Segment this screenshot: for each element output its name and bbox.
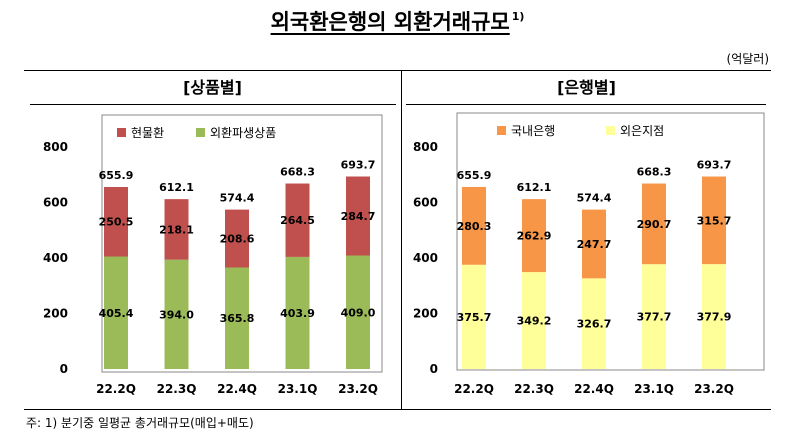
chart2-bar-segment	[582, 278, 606, 369]
chart1-segment-value-label: 264.5	[280, 214, 315, 227]
chart2-y-tick-label: 600	[413, 196, 438, 210]
panel-title-bank: [은행별]	[557, 78, 616, 97]
chart1-bar-segment	[346, 255, 370, 369]
chart2-segment-value-label: 326.7	[577, 318, 612, 331]
chart2-total-value-label: 693.7	[697, 159, 732, 172]
chart2-y-tick-label: 400	[413, 251, 438, 265]
footnote: 주: 1) 분기중 일평균 총거래규모(매입+매도)	[26, 416, 254, 430]
chart1-x-tick-label: 22.4Q	[217, 382, 257, 396]
chart1-bar-segment	[225, 209, 249, 268]
chart1-bar-segment	[285, 183, 310, 257]
chart2-segment-value-label: 377.7	[637, 311, 672, 324]
chart2-bar-segment	[522, 272, 546, 369]
chart2-bar-segment	[642, 183, 666, 265]
chart2-bar-segment	[702, 176, 726, 265]
chart2-segment-value-label: 280.3	[457, 220, 492, 233]
right-header-line	[406, 104, 766, 105]
chart2-segment-value-label: 315.7	[697, 214, 732, 227]
chart1-bar-segment	[225, 267, 249, 369]
chart2-bar-segment	[642, 264, 666, 369]
chart2-legend-swatch	[606, 126, 615, 135]
chart1-y-tick-label: 0	[60, 362, 68, 376]
chart1-bar-segment	[104, 186, 128, 257]
chart1-total-value-label: 668.3	[280, 166, 315, 179]
panels-frame	[24, 70, 771, 410]
chart2-segment-value-label: 247.7	[577, 238, 612, 251]
chart2-segment-value-label: 262.9	[517, 230, 552, 243]
chart2-bar-segment	[462, 186, 486, 265]
chart2-bar-segment	[702, 264, 726, 369]
chart1-bar-segment	[104, 256, 128, 369]
chart2-y-tick-label: 0	[430, 362, 438, 376]
chart2-x-tick-label: 23.2Q	[694, 382, 734, 396]
chart1-x-tick-label: 22.3Q	[157, 382, 197, 396]
chart1-segment-value-label: 394.0	[159, 308, 194, 321]
chart2-y-tick-label: 800	[413, 140, 438, 154]
chart2-x-tick-label: 23.1Q	[634, 382, 674, 396]
chart2-segment-value-label: 377.9	[697, 311, 732, 324]
chart2-x-tick-label: 22.2Q	[454, 382, 494, 396]
chart1-total-value-label: 693.7	[341, 158, 376, 171]
chart2-segment-value-label: 290.7	[637, 218, 672, 231]
chart2-segment-value-label: 375.7	[457, 311, 492, 324]
chart1-segment-value-label: 284.7	[341, 210, 376, 223]
chart2-legend-swatch	[497, 126, 506, 135]
chart1-segment-value-label: 409.0	[341, 306, 376, 319]
chart1-segment-value-label: 250.5	[99, 216, 134, 229]
chart1-y-tick-label: 400	[43, 251, 68, 265]
chart1-segment-value-label: 208.6	[220, 233, 255, 246]
chart2-total-value-label: 655.9	[457, 169, 492, 182]
chart1-x-tick-label: 22.2Q	[96, 382, 136, 396]
chart2-y-tick-label: 200	[413, 307, 438, 321]
chart1-bar-segment	[346, 176, 370, 256]
chart2-bar-segment	[582, 209, 606, 279]
chart1-bar-segment	[285, 256, 310, 369]
unit-label: (억달러)	[726, 52, 769, 66]
chart1-legend-label: 외환파생상품	[210, 126, 276, 140]
chart1-bar-segment	[164, 199, 189, 260]
chart2-legend-label: 국내은행	[511, 123, 555, 138]
chart1-y-tick-label: 600	[43, 196, 68, 210]
chart1-y-tick-label: 200	[43, 307, 68, 321]
chart2-segment-value-label: 349.2	[517, 315, 552, 328]
chart1-x-tick-label: 23.1Q	[278, 382, 318, 396]
chart1-y-tick-label: 800	[43, 140, 68, 154]
chart2-total-value-label: 668.3	[637, 166, 672, 179]
chart1-segment-value-label: 365.8	[220, 312, 255, 325]
chart2-bar-segment	[462, 264, 486, 369]
chart1-segment-value-label: 405.4	[99, 307, 134, 320]
panel-divider	[401, 70, 402, 410]
chart2-legend-label: 외은지점	[620, 124, 664, 138]
chart1-total-value-label: 612.1	[159, 181, 194, 194]
chart2-total-value-label: 612.1	[517, 181, 552, 194]
left-header-line	[30, 104, 396, 105]
chart1-segment-value-label: 218.1	[159, 223, 194, 236]
chart1-total-value-label: 574.4	[220, 192, 255, 205]
panel-title-product: [상품별]	[183, 78, 242, 97]
title-text: 외국환은행의 외환거래규모	[270, 10, 510, 34]
chart1-segment-value-label: 403.9	[280, 307, 315, 320]
chart1-legend-swatch	[117, 128, 126, 137]
title-footnote-mark: 1)	[511, 10, 525, 23]
chart2-total-value-label: 574.4	[577, 192, 612, 205]
chart2-x-tick-label: 22.3Q	[514, 382, 554, 396]
chart1-total-value-label: 655.9	[99, 169, 134, 182]
chart1-x-tick-label: 23.2Q	[338, 382, 378, 396]
chart1-bar-segment	[164, 259, 189, 369]
page-title: 외국환은행의 외환거래규모 1)	[0, 6, 795, 36]
chart1-legend-swatch	[196, 128, 205, 137]
chart1-legend-label: 현물환	[131, 126, 164, 140]
chart2-x-tick-label: 22.4Q	[574, 382, 614, 396]
chart2-bar-segment	[522, 199, 546, 273]
